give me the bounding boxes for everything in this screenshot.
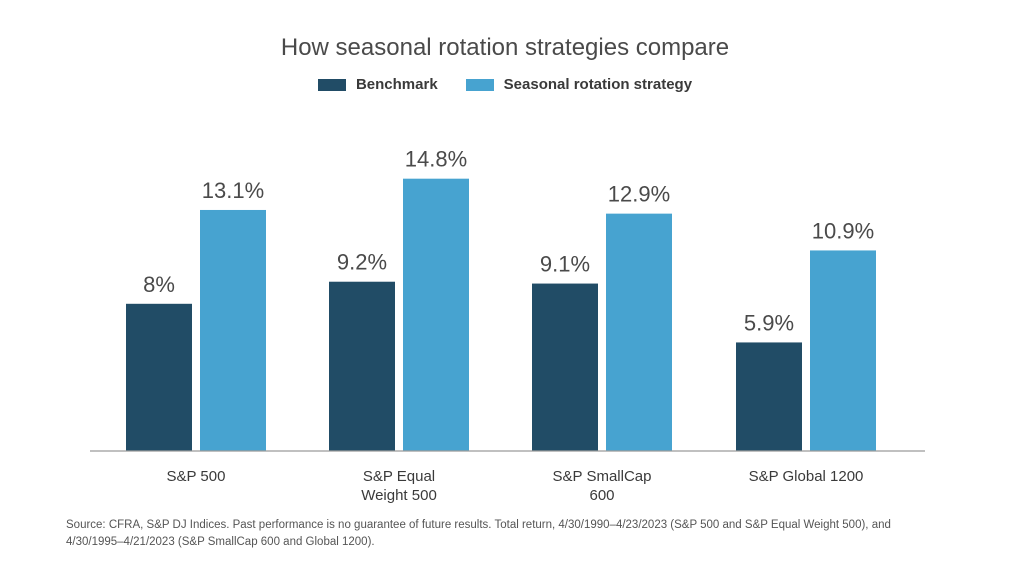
legend-swatch-seasonal: [465, 78, 494, 91]
legend-label-seasonal: Seasonal rotation strategy: [503, 76, 693, 93]
bar-seasonal-2: [606, 213, 672, 451]
x-tick-label-3-0: S&P Global 1200: [749, 468, 864, 485]
source-note: Source: CFRA, S&P DJ Indices. Past perfo…: [66, 519, 891, 548]
data-label-seasonal-2: 12.9%: [608, 182, 670, 207]
x-tick-label-1-0: S&P Equal: [363, 468, 435, 485]
data-label-benchmark-0: 8%: [143, 272, 175, 297]
legend: Benchmark Seasonal rotation strategy: [0, 76, 1010, 93]
bar-seasonal-0: [200, 209, 266, 451]
bar-benchmark-0: [126, 303, 192, 451]
bar-benchmark-2: [532, 283, 598, 451]
bar-seasonal-3: [810, 250, 876, 451]
legend-item-seasonal: Seasonal rotation strategy: [465, 76, 693, 93]
data-label-seasonal-1: 14.8%: [405, 147, 467, 172]
data-label-benchmark-1: 9.2%: [337, 250, 387, 275]
data-label-benchmark-2: 9.1%: [540, 252, 590, 277]
data-label-seasonal-3: 10.9%: [812, 218, 874, 243]
bar-seasonal-1: [403, 178, 469, 451]
x-tick-label-0-0: S&P 500: [167, 468, 226, 485]
x-tick-label-1-1: Weight 500: [361, 487, 437, 504]
data-label-seasonal-0: 13.1%: [202, 178, 264, 203]
legend-label-benchmark: Benchmark: [355, 76, 438, 93]
x-tick-label-2-1: 600: [589, 487, 614, 504]
legend-item-benchmark: Benchmark: [317, 76, 438, 93]
data-label-benchmark-3: 5.9%: [744, 310, 794, 335]
bar-benchmark-1: [329, 281, 395, 451]
x-tick-label-2-0: S&P SmallCap: [553, 468, 652, 485]
legend-swatch-benchmark: [317, 78, 346, 91]
bar-benchmark-3: [736, 342, 802, 451]
chart-title: How seasonal rotation strategies compare: [280, 34, 730, 61]
